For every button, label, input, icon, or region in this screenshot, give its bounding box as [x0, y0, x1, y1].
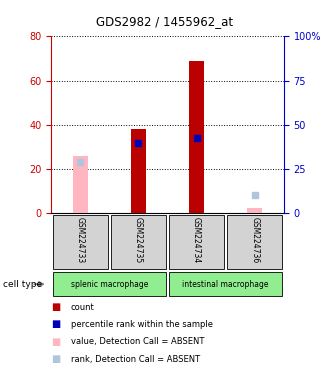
Text: ■: ■ — [51, 302, 60, 312]
Bar — [169, 272, 282, 296]
Text: value, Detection Call = ABSENT: value, Detection Call = ABSENT — [71, 337, 204, 346]
Bar — [248, 208, 262, 213]
Text: GSM224733: GSM224733 — [76, 217, 85, 263]
Text: GSM224735: GSM224735 — [134, 217, 143, 263]
Bar — [53, 272, 166, 296]
Bar — [53, 215, 108, 269]
Text: GSM224736: GSM224736 — [250, 217, 259, 263]
Bar — [131, 129, 146, 213]
Text: rank, Detection Call = ABSENT: rank, Detection Call = ABSENT — [71, 354, 200, 364]
Bar — [73, 156, 87, 213]
Bar — [227, 215, 282, 269]
Text: count: count — [71, 303, 95, 312]
Text: ■: ■ — [51, 337, 60, 347]
Text: GDS2982 / 1455962_at: GDS2982 / 1455962_at — [96, 15, 234, 28]
Text: ■: ■ — [51, 354, 60, 364]
Bar — [189, 61, 204, 213]
Text: percentile rank within the sample: percentile rank within the sample — [71, 320, 213, 329]
Text: GSM224734: GSM224734 — [192, 217, 201, 263]
Text: ■: ■ — [51, 319, 60, 329]
Bar — [111, 215, 166, 269]
Text: splenic macrophage: splenic macrophage — [71, 280, 148, 289]
Text: intestinal macrophage: intestinal macrophage — [182, 280, 269, 289]
Bar — [169, 215, 224, 269]
Text: cell type: cell type — [3, 280, 43, 289]
